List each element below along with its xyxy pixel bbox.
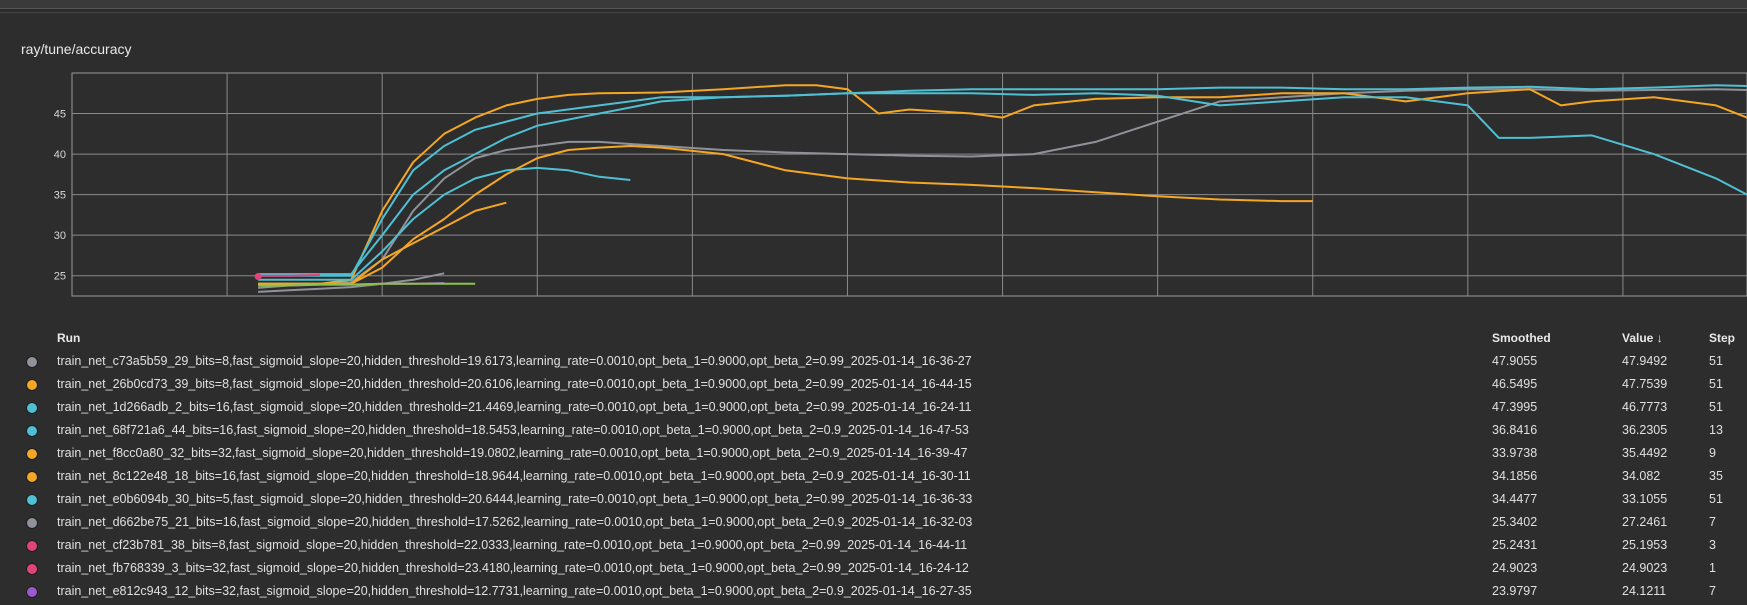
run-name: train_net_cf23b781_38_bits=8,fast_sigmoi…: [57, 538, 968, 552]
step-cell: 51: [1709, 400, 1723, 414]
header-step[interactable]: Step: [1709, 331, 1736, 345]
value-cell: 33.1055: [1622, 492, 1668, 506]
run-name: train_net_e0b6094b_30_bits=5,fast_sigmoi…: [57, 492, 973, 506]
top-toolbar: [0, 0, 1747, 9]
smoothed-value: 24.9023: [1492, 561, 1538, 575]
series-line-3[interactable]: [258, 166, 631, 281]
value-cell: 46.7773: [1622, 400, 1668, 414]
plot-area: [71, 72, 1747, 297]
series-line-0[interactable]: [258, 88, 1747, 289]
run-name: train_net_26b0cd73_39_bits=8,fast_sigmoi…: [57, 377, 972, 391]
table-row[interactable]: train_net_d662be75_21_bits=16,fast_sigmo…: [0, 511, 1747, 534]
run-name: train_net_8c122e48_18_bits=16,fast_sigmo…: [57, 469, 971, 483]
series-point[interactable]: [254, 273, 262, 281]
run-color-dot[interactable]: [26, 425, 38, 437]
y-tick-label: 40: [54, 149, 66, 161]
value-cell: 47.9492: [1622, 354, 1668, 368]
run-color-dot[interactable]: [26, 586, 38, 598]
header-smoothed[interactable]: Smoothed: [1492, 331, 1551, 345]
run-color-dot[interactable]: [26, 517, 38, 529]
header-value[interactable]: Value ↓: [1622, 331, 1663, 345]
run-name: train_net_c73a5b59_29_bits=8,fast_sigmoi…: [57, 354, 972, 368]
run-name: train_net_68f721a6_44_bits=16,fast_sigmo…: [57, 423, 969, 437]
series-line-6[interactable]: [258, 92, 1747, 276]
table-row[interactable]: train_net_fb768339_3_bits=32,fast_sigmoi…: [0, 557, 1747, 580]
table-row[interactable]: train_net_c73a5b59_29_bits=8,fast_sigmoi…: [0, 350, 1747, 373]
header-run[interactable]: Run: [57, 331, 81, 345]
y-tick-label: 30: [54, 230, 66, 242]
series-line-1[interactable]: [258, 84, 1747, 285]
smoothed-value: 36.8416: [1492, 423, 1538, 437]
table-row[interactable]: train_net_f8cc0a80_32_bits=32,fast_sigmo…: [0, 442, 1747, 465]
step-cell: 1: [1709, 561, 1716, 575]
step-cell: 51: [1709, 492, 1723, 506]
step-cell: 51: [1709, 354, 1723, 368]
run-color-dot[interactable]: [26, 379, 38, 391]
run-color-dot[interactable]: [26, 448, 38, 460]
series-line-11[interactable]: [258, 282, 476, 287]
series-line-7[interactable]: [258, 272, 445, 293]
value-cell: 47.7539: [1622, 377, 1668, 391]
smoothed-value: 33.9738: [1492, 446, 1538, 460]
step-cell: 9: [1709, 446, 1716, 460]
smoothed-value: 47.3995: [1492, 400, 1538, 414]
table-row[interactable]: train_net_cf23b781_38_bits=8,fast_sigmoi…: [0, 534, 1747, 557]
run-color-dot[interactable]: [26, 356, 38, 368]
y-tick-label: 25: [54, 271, 66, 283]
run-color-dot[interactable]: [26, 563, 38, 575]
smoothed-value: 34.4477: [1492, 492, 1538, 506]
table-row[interactable]: train_net_26b0cd73_39_bits=8,fast_sigmoi…: [0, 373, 1747, 396]
step-cell: 3: [1709, 538, 1716, 552]
table-row[interactable]: train_net_68f721a6_44_bits=16,fast_sigmo…: [0, 419, 1747, 442]
smoothed-value: 34.1856: [1492, 469, 1538, 483]
series-line-2[interactable]: [258, 84, 1747, 277]
run-name: train_net_d662be75_21_bits=16,fast_sigmo…: [57, 515, 973, 529]
step-cell: 13: [1709, 423, 1723, 437]
run-color-dot[interactable]: [26, 471, 38, 483]
run-name: train_net_1d266adb_2_bits=16,fast_sigmoi…: [57, 400, 972, 414]
value-cell: 24.1211: [1622, 584, 1667, 598]
series-line-8[interactable]: [258, 273, 321, 277]
run-color-dot[interactable]: [26, 402, 38, 414]
y-tick-label: 45: [54, 109, 66, 121]
value-cell: 27.2461: [1622, 515, 1668, 529]
run-name: train_net_f8cc0a80_32_bits=32,fast_sigmo…: [57, 446, 968, 460]
value-cell: 34.082: [1622, 469, 1661, 483]
table-header: Run Smoothed Value ↓ Step: [0, 328, 1747, 348]
value-cell: 36.2305: [1622, 423, 1668, 437]
value-cell: 24.9023: [1622, 561, 1668, 575]
smoothed-value: 25.2431: [1492, 538, 1538, 552]
series-line-5[interactable]: [258, 145, 1313, 285]
smoothed-value: 23.9797: [1492, 584, 1538, 598]
smoothed-value: 46.5495: [1492, 377, 1538, 391]
value-cell: 25.1953: [1622, 538, 1668, 552]
series-group: [254, 84, 1747, 293]
table-row[interactable]: train_net_8c122e48_18_bits=16,fast_sigmo…: [0, 465, 1747, 488]
accuracy-chart[interactable]: 0510152025303540452530354045: [0, 0, 1747, 300]
table-row[interactable]: train_net_e812c943_12_bits=32,fast_sigmo…: [0, 580, 1747, 603]
table-row[interactable]: train_net_1d266adb_2_bits=16,fast_sigmoi…: [0, 396, 1747, 419]
run-color-dot[interactable]: [26, 494, 38, 506]
step-cell: 51: [1709, 377, 1723, 391]
table-row[interactable]: train_net_e0b6094b_30_bits=5,fast_sigmoi…: [0, 488, 1747, 511]
step-cell: 7: [1709, 515, 1716, 529]
smoothed-value: 25.3402: [1492, 515, 1538, 529]
value-cell: 35.4492: [1622, 446, 1668, 460]
run-color-dot[interactable]: [26, 540, 38, 552]
chart-title: ray/tune/accuracy: [21, 41, 132, 57]
step-cell: 7: [1709, 584, 1716, 598]
smoothed-value: 47.9055: [1492, 354, 1538, 368]
run-name: train_net_fb768339_3_bits=32,fast_sigmoi…: [57, 561, 969, 575]
run-name: train_net_e812c943_12_bits=32,fast_sigmo…: [57, 584, 972, 598]
step-cell: 35: [1709, 469, 1723, 483]
y-tick-label: 35: [54, 190, 66, 202]
